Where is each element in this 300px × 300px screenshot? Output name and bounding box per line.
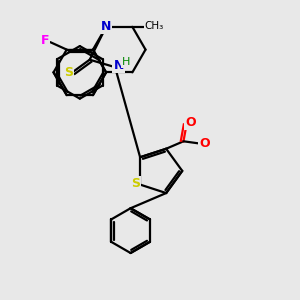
Text: S: S — [64, 66, 73, 79]
Text: O: O — [185, 116, 196, 129]
Text: F: F — [40, 34, 49, 47]
Text: S: S — [131, 177, 140, 190]
Text: N: N — [101, 20, 111, 33]
Text: CH₃: CH₃ — [145, 21, 164, 31]
Text: H: H — [122, 57, 130, 67]
Text: N: N — [113, 59, 124, 72]
Text: O: O — [200, 137, 210, 150]
